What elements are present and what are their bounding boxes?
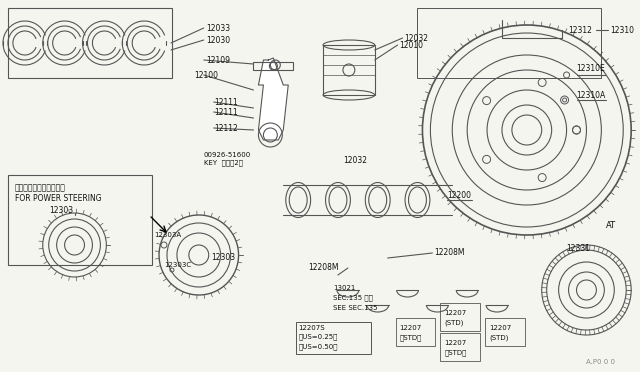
Text: 12312: 12312 [568, 26, 593, 35]
Text: AT: AT [606, 221, 616, 230]
Bar [440, 333, 480, 361]
Text: 12310: 12310 [611, 26, 634, 35]
Text: 12331: 12331 [566, 244, 591, 253]
Bar [8, 8, 172, 78]
Text: (STD): (STD) [489, 335, 508, 341]
Text: 12303C: 12303C [164, 262, 191, 268]
Text: 12310E: 12310E [577, 64, 605, 73]
Text: 12207: 12207 [444, 340, 467, 346]
Text: 12207: 12207 [399, 325, 422, 331]
Text: 12208M: 12208M [435, 247, 465, 257]
Text: 12032: 12032 [343, 155, 367, 164]
Text: 12310A: 12310A [577, 90, 606, 99]
Text: SEC.135 参照: SEC.135 参照 [333, 295, 373, 301]
Text: 〈STD〉: 〈STD〉 [399, 335, 422, 341]
Text: 12207: 12207 [444, 310, 467, 316]
Text: 12010: 12010 [399, 41, 424, 49]
Text: 00926-51600: 00926-51600 [204, 152, 251, 158]
Bar [440, 303, 480, 331]
Text: 12032: 12032 [404, 33, 429, 42]
Text: パワーステアリング仕様: パワーステアリング仕様 [15, 183, 66, 192]
Text: 12303A: 12303A [154, 232, 181, 238]
Text: KEY  キー　2）: KEY キー 2） [204, 160, 243, 166]
Text: 12207S: 12207S [298, 325, 325, 331]
Bar [396, 318, 435, 346]
Text: （US=0.25）: （US=0.25） [298, 334, 337, 340]
Text: 12303: 12303 [50, 205, 74, 215]
Text: 13021: 13021 [333, 285, 355, 291]
Bar [417, 8, 602, 78]
Bar [485, 318, 525, 346]
Text: 〈STD〉: 〈STD〉 [444, 350, 467, 356]
Text: 12208M: 12208M [308, 263, 339, 273]
Polygon shape [259, 58, 288, 140]
Text: 12109: 12109 [205, 55, 230, 64]
Text: 12112: 12112 [214, 124, 239, 132]
Text: FOR POWER STEERING: FOR POWER STEERING [15, 193, 102, 202]
Text: 12111: 12111 [214, 97, 239, 106]
Text: 12200: 12200 [447, 190, 471, 199]
Bar [323, 45, 375, 95]
Text: A.P0 0 0: A.P0 0 0 [586, 359, 616, 365]
Text: (STD): (STD) [444, 320, 464, 326]
Text: 12207: 12207 [489, 325, 511, 331]
Bar [253, 62, 293, 70]
Text: 12111: 12111 [214, 108, 239, 116]
Text: 12303: 12303 [211, 253, 235, 263]
Bar [8, 175, 152, 265]
Bar [296, 322, 371, 354]
Text: SEE SEC.135: SEE SEC.135 [333, 305, 378, 311]
Text: 12100: 12100 [194, 71, 218, 80]
Text: （US=0.50）: （US=0.50） [298, 344, 338, 350]
Text: 12030: 12030 [205, 35, 230, 45]
Text: 12033: 12033 [205, 23, 230, 32]
